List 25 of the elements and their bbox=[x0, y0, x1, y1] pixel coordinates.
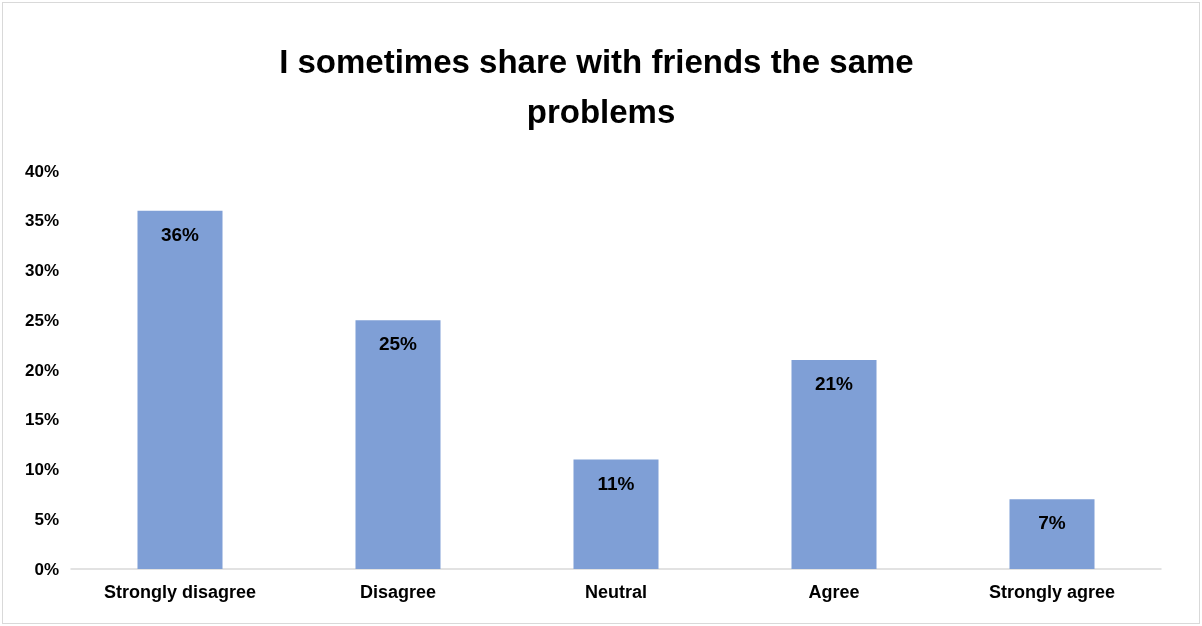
y-tick-label: 25% bbox=[24, 310, 59, 330]
bar bbox=[355, 320, 441, 569]
data-label: 21% bbox=[814, 373, 854, 395]
y-tick-label: 35% bbox=[24, 211, 59, 231]
y-tick-label: 40% bbox=[24, 161, 59, 181]
y-tick-label: 15% bbox=[24, 410, 59, 430]
data-label: 25% bbox=[378, 333, 418, 355]
bar bbox=[1009, 499, 1095, 569]
bar bbox=[791, 360, 877, 569]
bar bbox=[573, 459, 659, 569]
y-tick-label: 20% bbox=[24, 360, 59, 380]
x-tick-label: Agree bbox=[808, 582, 860, 602]
chart-title: I sometimes share with friends the same problems bbox=[279, 42, 923, 130]
bar bbox=[137, 210, 223, 569]
x-tick-label: Strongly agree bbox=[988, 582, 1116, 602]
y-tick-label: 0% bbox=[34, 559, 59, 579]
y-tick-label: 10% bbox=[24, 460, 59, 479]
x-tick-label: Neutral bbox=[584, 582, 648, 602]
x-tick-label: Disagree bbox=[359, 582, 437, 602]
y-tick-label: 30% bbox=[24, 261, 59, 280]
data-label: 36% bbox=[160, 223, 200, 245]
data-label: 11% bbox=[597, 472, 635, 494]
x-tick-label: Strongly disagree bbox=[103, 582, 257, 602]
data-label: 7% bbox=[1038, 512, 1066, 534]
y-tick-label: 5% bbox=[34, 509, 59, 529]
